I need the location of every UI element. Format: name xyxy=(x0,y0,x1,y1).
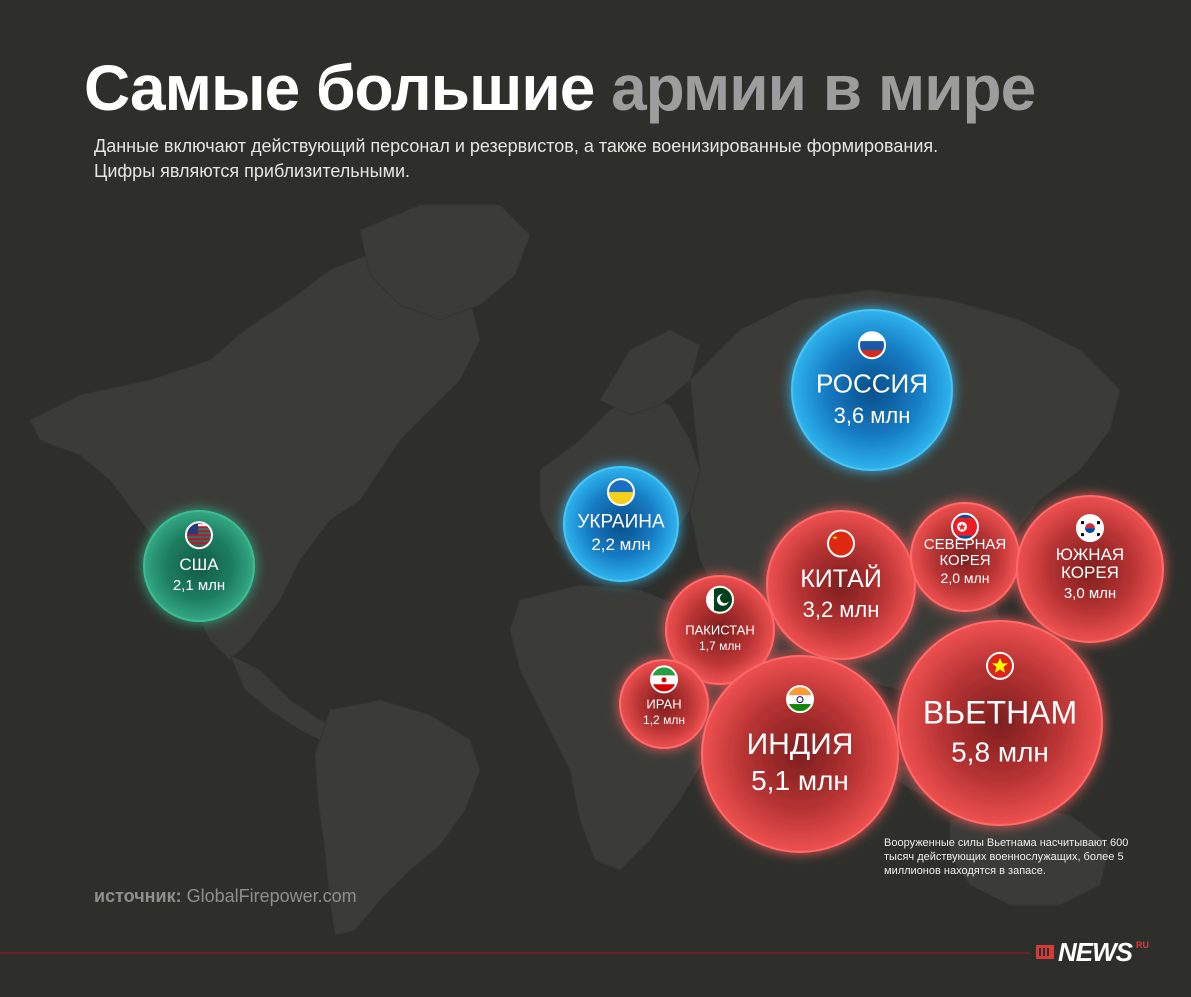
north-korea-flag-icon xyxy=(951,512,979,541)
news-logo-text: NEWS xyxy=(1058,936,1133,967)
bubble-country-label: РОССИЯ xyxy=(816,369,928,399)
pakistan-flag-icon xyxy=(706,585,734,614)
bubble-value-label: 5,8 млн xyxy=(951,737,1049,768)
bubble-usa: США 2,1 млн xyxy=(143,510,255,622)
china-flag-icon xyxy=(827,529,855,558)
landmass-greenland xyxy=(359,204,531,321)
footer-divider xyxy=(0,952,1030,954)
bubble-value-label: 5,1 млн xyxy=(751,765,849,796)
title-grey: армии в мире xyxy=(611,52,1036,124)
bubble-india: ИНДИЯ 5,1 млн xyxy=(701,655,899,853)
vietnam-note: Вооруженные силы Вьетнама насчитывают 60… xyxy=(884,837,1129,877)
title-white: Самые большие xyxy=(84,52,595,124)
bubble-country-label: ИРАН xyxy=(646,697,681,712)
bubble-circle-south-korea xyxy=(1016,495,1164,643)
bubble-country-label: ВЬЕТНАМ xyxy=(923,695,1077,731)
bubble-circle-iran xyxy=(619,659,709,749)
bubble-circle-india xyxy=(701,655,899,853)
landmass-south-america xyxy=(314,699,481,936)
bubble-vietnam: ВЬЕТНАМ 5,8 млн xyxy=(897,620,1103,826)
ukraine-flag-icon xyxy=(607,478,635,507)
bubble-country-label: КОРЕЯ xyxy=(939,552,990,569)
bubble-circle-vietnam xyxy=(897,620,1103,826)
bubble-circle-china xyxy=(766,510,916,660)
bubble-circle-pakistan xyxy=(665,575,775,685)
source-value: GlobalFirepower.com xyxy=(186,886,357,906)
iran-flag-icon xyxy=(650,665,678,694)
south-korea-flag-icon xyxy=(1076,514,1104,543)
bubble-value-label: 1,7 млн xyxy=(699,639,741,653)
subtitle: Данные включают действующий персонал и р… xyxy=(94,134,1154,184)
bubble-country-label: СЕВЕРНАЯ xyxy=(924,536,1007,553)
bubble-country-label: УКРАИНА xyxy=(577,511,665,532)
bubble-china: КИТАЙ 3,2 млн xyxy=(766,510,916,660)
bubble-value-label: 3,6 млн xyxy=(834,403,911,428)
news-logo-icon xyxy=(1036,945,1054,959)
bubble-country-label: ЮЖНАЯ xyxy=(1056,545,1124,564)
bubble-value-label: 2,1 млн xyxy=(173,577,225,594)
source-label: источник: xyxy=(94,886,182,906)
bubble-country-label: КОРЕЯ xyxy=(1061,563,1119,582)
bubble-value-label: 3,2 млн xyxy=(803,597,880,622)
news-logo-superscript: RU xyxy=(1136,940,1149,950)
bubble-russia: РОССИЯ 3,6 млн xyxy=(791,309,953,471)
bubble-country-label: КИТАЙ xyxy=(800,563,882,593)
vietnam-flag-icon xyxy=(986,651,1014,680)
bubble-value-label: 2,0 млн xyxy=(941,570,990,586)
landmass-scandinavia xyxy=(599,329,701,416)
bubble-value-label: 3,0 млн xyxy=(1064,585,1116,602)
bubble-value-label: 1,2 млн xyxy=(643,713,685,727)
landmass-north-america xyxy=(29,249,481,661)
russia-flag-icon xyxy=(858,331,886,360)
source-credit: источник: GlobalFirepower.com xyxy=(94,886,357,907)
page-title: Самые большие армии в мире xyxy=(84,56,1036,120)
bubble-circle-usa xyxy=(143,510,255,622)
bubble-ukraine: УКРАИНА 2,2 млн xyxy=(563,466,679,582)
india-flag-icon xyxy=(786,685,814,714)
subtitle-line-1: Данные включают действующий персонал и р… xyxy=(94,136,939,156)
bubble-country-label: ИНДИЯ xyxy=(747,728,854,761)
bubble-circle-ukraine xyxy=(563,466,679,582)
bubbles-layer: РОССИЯ 3,6 млн УКРАИНА 2,2 млн США 2,1 млн КИТ… xyxy=(143,309,1164,853)
subtitle-line-2: Цифры являются приблизительными. xyxy=(94,161,410,181)
bubble-country-label: США xyxy=(179,555,219,574)
bubble-country-label: ПАКИСТАН xyxy=(685,623,754,638)
bubble-value-label: 2,2 млн xyxy=(591,535,650,554)
bubble-circle-russia xyxy=(791,309,953,471)
news-logo: NEWS RU xyxy=(1036,936,1149,967)
